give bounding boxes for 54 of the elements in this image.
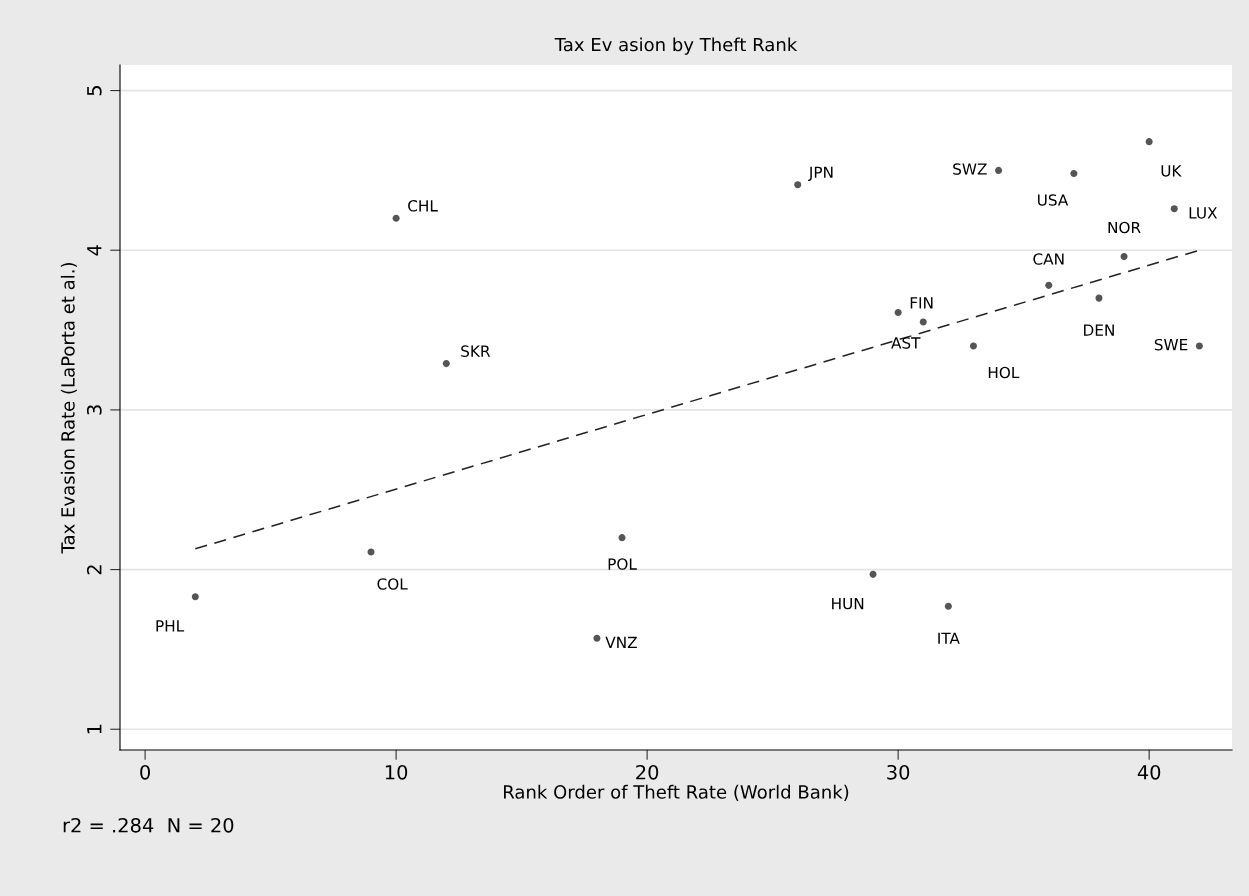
y-tick-label: 4	[87, 245, 102, 256]
point	[442, 360, 450, 368]
annotation: CAN	[1033, 253, 1064, 265]
y-tick-label: 1	[87, 724, 102, 734]
point	[894, 308, 902, 317]
point	[1145, 138, 1153, 146]
x-tick-label: 40	[1137, 764, 1161, 780]
annotation: SKR	[461, 345, 491, 357]
x-tick-label: 20	[636, 764, 659, 780]
point	[869, 570, 877, 578]
point	[1195, 342, 1203, 350]
annotation: DEN	[1084, 324, 1114, 336]
chart-title: Tax Ev asion by Theft Rank	[554, 37, 798, 55]
annotation: ITA	[938, 632, 960, 644]
annotation: SWZ	[953, 163, 987, 175]
annotation: HOL	[988, 366, 1020, 379]
annotation: AST	[891, 337, 921, 349]
y-tick-label: 3	[86, 405, 102, 415]
point	[593, 634, 601, 642]
point	[995, 166, 1003, 174]
x-axis-title: Rank Order of Theft Rate (World Bank)	[504, 784, 849, 801]
point	[944, 602, 952, 610]
y-tick-label: 5	[87, 86, 102, 96]
y-axis-title: Tax Evasion Rate (LaPorta et al.)	[60, 263, 77, 554]
text: r2 = .284 N = 20	[63, 817, 234, 833]
annotation: USA	[1038, 194, 1069, 206]
annotation: COL	[377, 578, 408, 590]
annotation: FIN	[910, 297, 933, 309]
point	[367, 548, 375, 556]
annotation: LUX	[1189, 207, 1218, 219]
annotation: POL	[608, 558, 637, 570]
x-tick-label: 30	[887, 764, 910, 780]
point	[1070, 170, 1078, 178]
x-tick-label: 10	[385, 764, 408, 780]
point	[794, 181, 802, 189]
point	[1120, 253, 1128, 261]
point	[919, 318, 927, 326]
annotation: JPN	[808, 166, 833, 181]
annotation: SWE	[1154, 338, 1188, 351]
annotation: CHL	[408, 200, 438, 212]
annotation: VNZ	[605, 636, 637, 648]
point	[618, 534, 626, 542]
y-tick-label: 2	[86, 565, 102, 575]
annotation: UK	[1161, 165, 1182, 177]
x-tick-label: 0	[140, 764, 150, 780]
annotation: HUN	[832, 597, 864, 610]
point	[969, 342, 977, 350]
point	[1045, 281, 1053, 289]
point	[392, 214, 400, 222]
annotation: PHL	[156, 620, 185, 632]
annotation: NOR	[1108, 221, 1141, 234]
point	[191, 593, 199, 601]
point	[1170, 205, 1178, 213]
point	[1095, 294, 1103, 302]
